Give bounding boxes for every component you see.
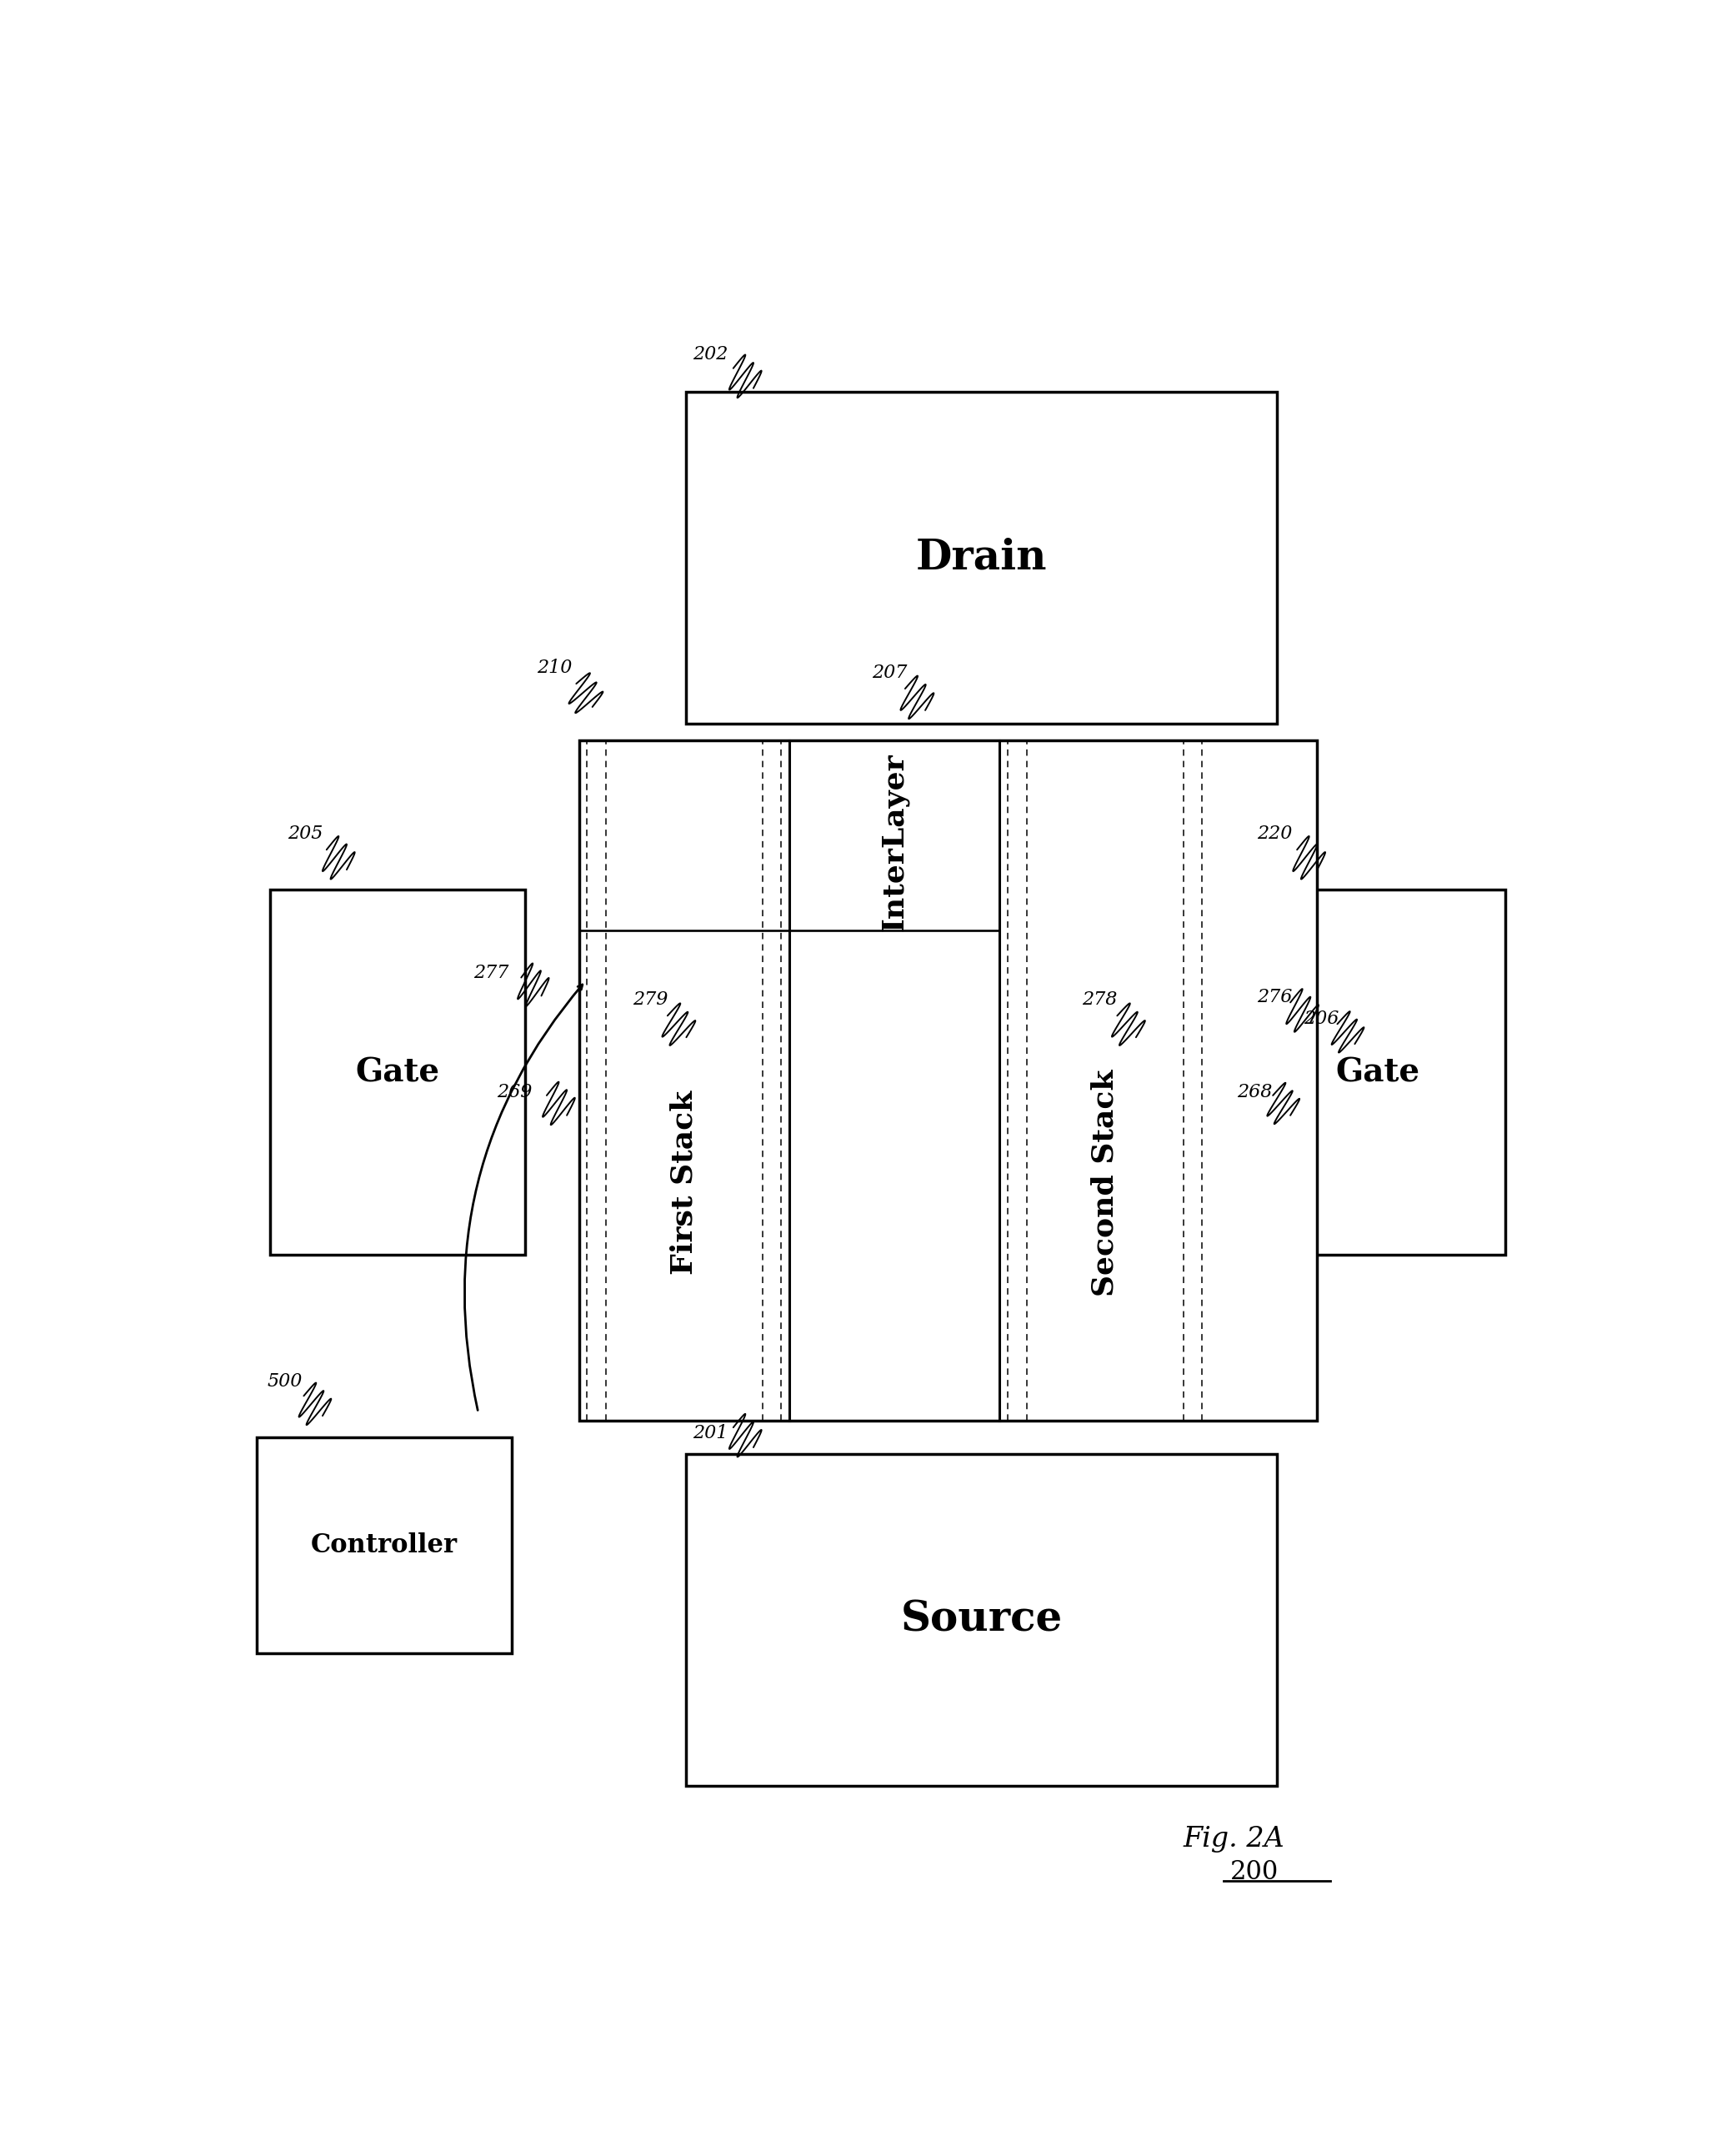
Text: 279: 279 [632,992,669,1009]
Text: 210: 210 [537,660,572,677]
Text: 269: 269 [497,1082,532,1102]
Bar [578,740,1318,1421]
Text: Gate: Gate [1335,1056,1420,1089]
Text: Source: Source [901,1600,1062,1641]
Text: Second Stack: Second Stack [1091,1069,1119,1296]
Text: 278: 278 [1082,992,1117,1009]
Bar [270,890,525,1255]
Bar [1251,890,1505,1255]
Bar [686,392,1276,724]
Text: 205: 205 [288,826,322,843]
Text: 207: 207 [871,664,908,681]
Text: 500: 500 [267,1373,303,1391]
Text: 268: 268 [1237,1082,1271,1102]
Text: 276: 276 [1257,987,1292,1007]
Text: 277: 277 [475,964,509,981]
Text: Fig. 2A: Fig. 2A [1183,1826,1285,1852]
Text: 200: 200 [1230,1858,1278,1884]
Text: 201: 201 [693,1425,729,1442]
Text: InterLayer: InterLayer [880,752,909,931]
Text: First Stack: First Stack [670,1091,698,1274]
Text: 202: 202 [693,345,729,364]
Text: Controller: Controller [310,1533,457,1559]
Text: 206: 206 [1304,1009,1339,1028]
Bar [256,1438,513,1654]
Bar [686,1453,1276,1785]
Text: Gate: Gate [355,1056,440,1089]
Text: Drain: Drain [916,537,1048,578]
Text: 220: 220 [1257,826,1292,843]
